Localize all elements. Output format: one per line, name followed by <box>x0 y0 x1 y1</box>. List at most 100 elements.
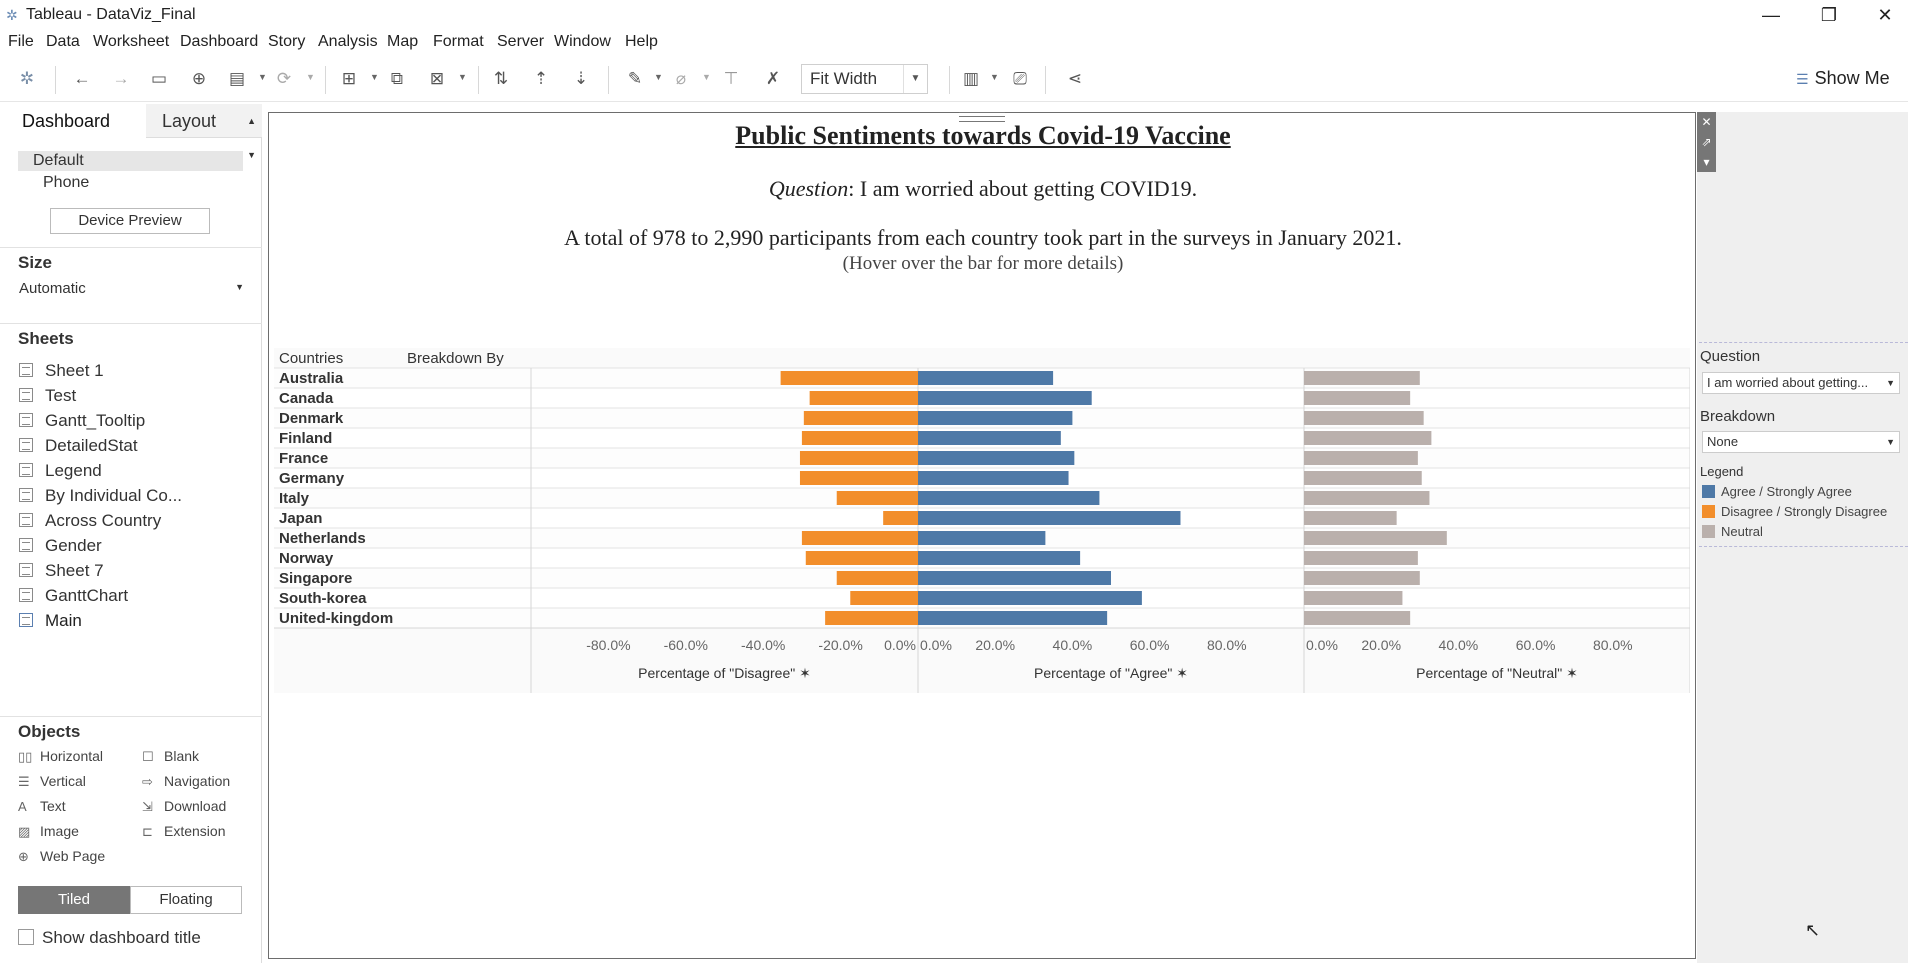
menu-data[interactable]: Data <box>46 33 80 50</box>
remove-zone-icon[interactable]: ✕ <box>1701 115 1712 129</box>
bar-agree <box>918 611 1108 625</box>
menu-story[interactable]: Story <box>268 33 306 50</box>
close-window-button[interactable]: ✕ <box>1877 5 1893 25</box>
sheet-item[interactable]: Across Country <box>19 511 161 533</box>
object-label: Web Page <box>40 848 106 864</box>
sheet-item[interactable]: Sheet 1 <box>19 361 104 383</box>
show-me-button[interactable]: ☰ Show Me <box>1796 68 1890 89</box>
pause-updates-icon[interactable]: ▤ <box>228 69 246 88</box>
legend-swatch <box>1702 525 1715 538</box>
object-blank[interactable]: ☐ Blank <box>142 748 199 765</box>
new-data-source-icon[interactable]: ⊕ <box>191 69 207 88</box>
sort-descending-icon[interactable]: ⇣ <box>573 69 589 88</box>
group-members-dropdown-icon[interactable]: ▼ <box>702 72 711 82</box>
refresh-dropdown-icon[interactable]: ▼ <box>306 72 315 82</box>
tableau-home-icon[interactable]: ✲ <box>19 69 35 88</box>
countries-header: Countries <box>279 350 344 367</box>
menu-window[interactable]: Window <box>554 33 611 50</box>
save-icon[interactable]: ▭ <box>150 69 168 88</box>
menu-worksheet[interactable]: Worksheet <box>93 33 170 50</box>
question-filter-select[interactable]: I am worried about getting... ▼ <box>1702 372 1900 394</box>
sort-ascending-icon[interactable]: ⇡ <box>533 69 549 88</box>
sheet-item[interactable]: Gender <box>19 536 102 558</box>
restore-button[interactable]: ❐ <box>1820 5 1838 25</box>
worksheet-icon <box>19 438 33 452</box>
menu-bar: File Data Worksheet Dashboard Story Anal… <box>0 30 1908 54</box>
refresh-icon[interactable]: ⟳ <box>276 69 292 88</box>
object-vertical[interactable]: ☰ Vertical <box>18 773 86 790</box>
menu-server[interactable]: Server <box>497 33 545 50</box>
show-me-label: Show Me <box>1814 68 1890 88</box>
device-phone[interactable]: Phone <box>43 174 90 191</box>
sheet-item[interactable]: Legend <box>19 461 102 483</box>
group-members-icon[interactable]: ⌀ <box>675 69 687 88</box>
clear-sheet-icon[interactable]: ⊠ <box>429 69 445 88</box>
menu-format[interactable]: Format <box>433 33 484 50</box>
menu-analysis[interactable]: Analysis <box>318 33 378 50</box>
object-download[interactable]: ⇲ Download <box>142 798 226 815</box>
checkbox-icon[interactable] <box>18 929 34 945</box>
show-mark-labels-icon[interactable]: ⊤ <box>723 69 739 88</box>
object-horizontal[interactable]: ▯▯ Horizontal <box>18 748 103 765</box>
hover-hint: (Hover over the bar for more details) <box>842 253 1124 274</box>
tab-layout[interactable]: Layout ▲ ▼ <box>146 104 262 160</box>
object-navigation[interactable]: ⇨ Navigation <box>142 773 230 790</box>
menu-dashboard[interactable]: Dashboard <box>180 33 259 50</box>
sheet-item[interactable]: GanttChart <box>19 586 128 608</box>
sheet-item-main[interactable]: Main <box>19 611 82 633</box>
participants-note: A total of 978 to 2,990 participants fro… <box>564 225 1402 250</box>
chevron-down-icon[interactable]: ▼ <box>903 65 927 93</box>
mouse-cursor-icon: ↖ <box>1805 920 1821 940</box>
fix-axes-icon[interactable]: ✗ <box>765 69 781 88</box>
resize-grip-icon[interactable] <box>959 112 1005 122</box>
legend-item-neutral[interactable]: Neutral <box>1702 524 1763 539</box>
sheet-item[interactable]: Gantt_Tooltip <box>19 411 145 433</box>
tab-dashboard[interactable]: Dashboard <box>0 104 146 138</box>
highlight-icon[interactable]: ✎ <box>627 69 643 88</box>
bar-disagree <box>836 571 918 585</box>
show-dashboard-title-checkbox[interactable]: Show dashboard title <box>18 928 201 948</box>
redo-icon[interactable]: → <box>112 69 130 88</box>
device-preview-button[interactable]: Device Preview <box>50 208 210 234</box>
sheet-item[interactable]: Test <box>19 386 76 408</box>
object-web-page[interactable]: ⊕ Web Page <box>18 848 105 865</box>
show-cards-icon[interactable]: ▥ <box>962 69 980 88</box>
sheet-item[interactable]: By Individual Co... <box>19 486 182 508</box>
more-options-icon[interactable]: ▾ <box>1703 155 1710 169</box>
object-extension[interactable]: ⊏ Extension <box>142 823 225 840</box>
zone-controls: ✕ ⇗ ▾ <box>1697 112 1716 172</box>
device-default[interactable]: Default <box>18 151 243 171</box>
tiled-button[interactable]: Tiled <box>18 886 130 914</box>
presentation-mode-icon[interactable]: ⎚ <box>1013 69 1027 88</box>
floating-button[interactable]: Floating <box>130 886 242 914</box>
size-select[interactable]: Automatic ▼ <box>19 280 244 300</box>
chart-svg: Australia Canada Denmark Finland France Germa… <box>274 367 1690 693</box>
breakdown-filter-select[interactable]: None ▼ <box>1702 431 1900 453</box>
new-worksheet-icon[interactable]: ⊞ <box>341 69 357 88</box>
menu-help[interactable]: Help <box>625 33 658 50</box>
legend-swatch <box>1702 485 1715 498</box>
sheet-item[interactable]: Sheet 7 <box>19 561 104 583</box>
swap-rows-columns-icon[interactable]: ⇅ <box>493 69 509 88</box>
legend-item-disagree[interactable]: Disagree / Strongly Disagree <box>1702 504 1887 519</box>
undo-icon[interactable]: ← <box>73 69 91 88</box>
bar-neutral <box>1304 551 1418 565</box>
menu-file[interactable]: File <box>8 33 34 50</box>
sheet-item[interactable]: DetailedStat <box>19 436 138 458</box>
clear-sheet-dropdown-icon[interactable]: ▼ <box>458 72 467 82</box>
new-worksheet-dropdown-icon[interactable]: ▼ <box>370 72 379 82</box>
object-image[interactable]: ▨ Image <box>18 823 79 840</box>
object-text[interactable]: A Text <box>18 798 66 814</box>
fit-width-select[interactable]: Fit Width ▼ <box>801 64 928 94</box>
show-cards-dropdown-icon[interactable]: ▼ <box>990 72 999 82</box>
duplicate-sheet-icon[interactable]: ⧉ <box>390 69 404 88</box>
bar-disagree <box>809 391 918 405</box>
menu-map[interactable]: Map <box>387 33 419 50</box>
minimize-button[interactable]: — <box>1762 5 1780 25</box>
pause-updates-dropdown-icon[interactable]: ▼ <box>258 72 267 82</box>
highlight-dropdown-icon[interactable]: ▼ <box>654 72 663 82</box>
share-icon[interactable]: ⋖ <box>1067 69 1083 88</box>
legend-item-agree[interactable]: Agree / Strongly Agree <box>1702 484 1852 499</box>
sheet-label: Sheet 7 <box>45 561 104 580</box>
go-to-sheet-icon[interactable]: ⇗ <box>1701 135 1712 149</box>
